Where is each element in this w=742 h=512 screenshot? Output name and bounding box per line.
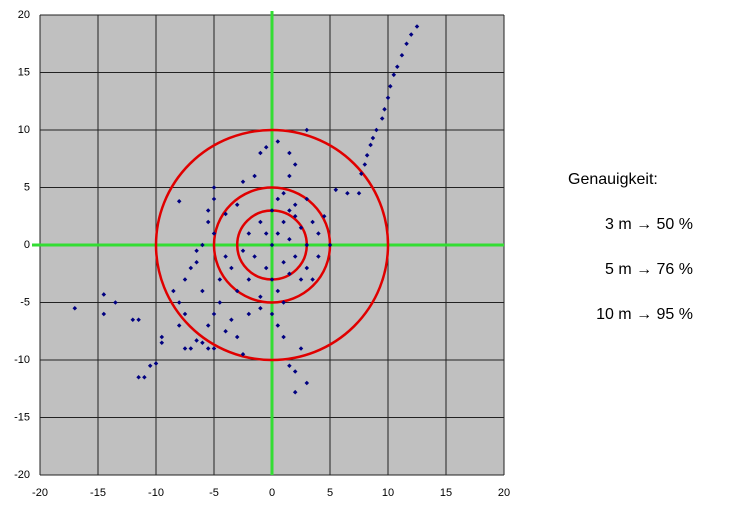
point (217, 277, 223, 282)
point (333, 187, 339, 193)
point (287, 363, 292, 369)
y-tick-label: 10 (18, 124, 30, 136)
point (136, 374, 141, 380)
y-tick-label: -5 (20, 296, 30, 308)
point (182, 277, 188, 282)
point (182, 311, 188, 317)
point (281, 259, 286, 265)
point (130, 317, 136, 323)
point (246, 277, 252, 282)
point (275, 288, 281, 294)
point (304, 127, 310, 133)
annotation: 10 m → 95 % (596, 306, 693, 323)
point (101, 292, 107, 297)
x-tick-label: 20 (498, 487, 510, 499)
point (182, 346, 188, 351)
x-tick-label: 0 (269, 487, 275, 499)
point (368, 142, 373, 148)
point (310, 277, 315, 282)
point (269, 277, 275, 282)
point (287, 271, 292, 277)
point (281, 300, 286, 305)
point (292, 254, 298, 259)
point (188, 265, 194, 271)
point (211, 346, 217, 351)
x-tick-label: -10 (148, 487, 164, 499)
x-tick-label: -15 (90, 487, 106, 499)
point (304, 196, 310, 202)
annotation: 5 m → 76 % (605, 261, 693, 278)
point (292, 389, 298, 395)
point (153, 361, 159, 366)
y-tick-label: 5 (24, 181, 30, 193)
point (217, 300, 223, 305)
point (298, 277, 304, 282)
point (258, 305, 263, 311)
point (359, 171, 364, 176)
x-tick-label: 5 (327, 487, 333, 499)
y-tick-label: 0 (24, 239, 30, 251)
point (298, 346, 304, 351)
point (72, 305, 78, 311)
point (362, 162, 368, 167)
y-tick-label: -20 (14, 469, 30, 481)
x-tick-label: -5 (209, 487, 219, 499)
accuracy-circle (154, 128, 390, 362)
point (316, 254, 321, 259)
point (223, 328, 228, 334)
point (304, 265, 310, 271)
point (136, 317, 141, 323)
point (275, 231, 281, 236)
point (159, 340, 165, 346)
y-tick-label: 20 (18, 9, 30, 21)
y-tick-label: 15 (18, 66, 30, 78)
point (382, 107, 387, 112)
point (275, 323, 281, 328)
point (391, 72, 397, 78)
point (252, 254, 257, 259)
point (269, 311, 275, 317)
point (194, 259, 199, 265)
x-tick-label: 10 (382, 487, 394, 499)
annotation: Genauigkeit: (568, 171, 658, 188)
point (304, 242, 310, 248)
point (263, 265, 269, 271)
point (281, 334, 286, 340)
point (223, 254, 228, 259)
y-tick-label: -10 (14, 354, 30, 366)
point (258, 294, 263, 300)
point (194, 338, 199, 343)
point (292, 369, 298, 374)
point (211, 311, 217, 317)
point (101, 311, 107, 317)
point (304, 380, 310, 386)
point (275, 196, 281, 202)
x-tick-label: 15 (440, 487, 452, 499)
point (159, 334, 165, 340)
point (240, 351, 246, 357)
y-tick-label: -15 (14, 411, 30, 423)
point (188, 346, 194, 351)
annotation: 3 m → 50 % (605, 216, 693, 233)
x-tick-label: -20 (32, 487, 48, 499)
point (246, 311, 252, 317)
point (275, 139, 281, 144)
